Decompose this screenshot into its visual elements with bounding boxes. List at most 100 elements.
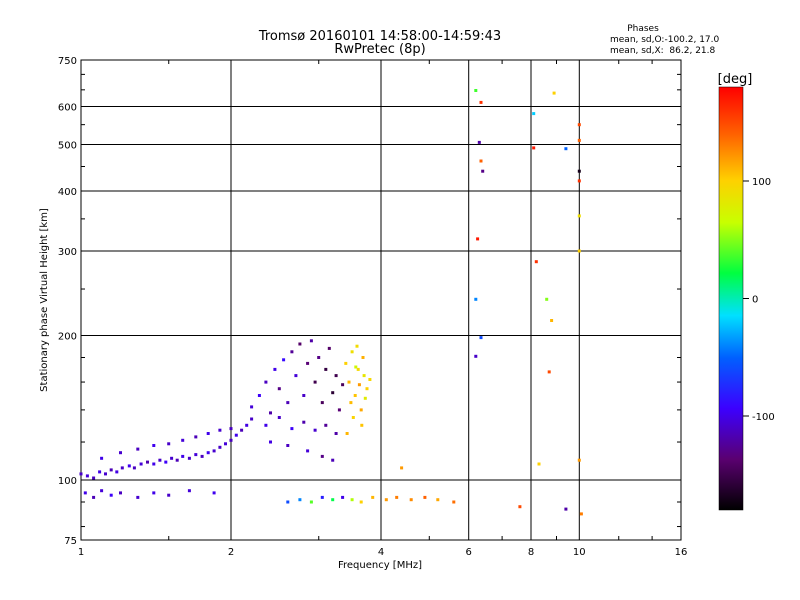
- data-point: [423, 495, 427, 499]
- data-point: [218, 445, 222, 449]
- data-point: [334, 374, 338, 378]
- data-point: [158, 458, 162, 462]
- data-point: [577, 169, 581, 173]
- y-tick-label: 500: [58, 141, 77, 152]
- data-point: [200, 454, 204, 458]
- colorbar-tick-label: -100: [752, 412, 775, 423]
- data-point: [577, 214, 581, 218]
- data-point: [269, 440, 272, 444]
- data-point: [384, 498, 388, 502]
- data-point: [356, 367, 360, 371]
- data-point: [229, 438, 233, 442]
- x-tick-label: 6: [466, 547, 472, 558]
- data-point: [474, 354, 478, 358]
- data-point: [577, 123, 581, 127]
- data-point: [146, 460, 149, 464]
- data-point: [345, 432, 349, 435]
- data-point: [361, 356, 365, 359]
- data-point: [360, 423, 364, 427]
- y-axis-label: Stationary phase Virtual Height [km]: [39, 208, 50, 392]
- y-tick-label: 400: [58, 187, 77, 198]
- y-tick-label: 75: [64, 536, 77, 547]
- data-point: [250, 417, 254, 421]
- data-point: [290, 427, 294, 431]
- data-point: [164, 460, 168, 464]
- data-point: [436, 498, 440, 502]
- data-point: [309, 339, 313, 343]
- data-point: [474, 297, 478, 301]
- data-point: [282, 358, 286, 362]
- data-point: [298, 498, 302, 502]
- data-point: [109, 493, 113, 497]
- data-point: [324, 423, 328, 427]
- data-point: [317, 356, 321, 359]
- data-point: [273, 367, 277, 371]
- data-point: [175, 458, 179, 462]
- y-tick-label: 200: [58, 332, 77, 343]
- data-point: [194, 453, 198, 457]
- x-tick-label: 16: [675, 547, 688, 558]
- data-point: [331, 458, 335, 462]
- data-point: [359, 408, 363, 412]
- data-point: [224, 442, 227, 446]
- data-point: [334, 432, 338, 435]
- data-point: [167, 442, 171, 446]
- data-point: [368, 378, 372, 381]
- data-point: [365, 387, 369, 391]
- x-tick-label: 8: [528, 547, 534, 558]
- data-point: [83, 491, 87, 495]
- data-point: [355, 344, 359, 348]
- data-point: [320, 401, 324, 405]
- data-point: [206, 432, 210, 435]
- data-point: [452, 500, 456, 504]
- data-point: [286, 401, 290, 405]
- data-point: [104, 472, 107, 476]
- data-point: [264, 423, 268, 427]
- phases-title: Phases: [627, 24, 659, 34]
- data-point: [92, 495, 96, 499]
- data-point: [577, 138, 581, 142]
- data-point: [547, 370, 551, 374]
- data-point: [331, 498, 335, 502]
- data-point: [127, 464, 131, 468]
- y-tick-label: 100: [58, 476, 77, 487]
- data-point: [577, 249, 581, 253]
- x-tick-label: 1: [78, 547, 84, 558]
- x-axis-label: Frequency [MHz]: [338, 560, 422, 571]
- data-point: [152, 462, 156, 466]
- data-point: [119, 451, 122, 455]
- data-point: [302, 420, 306, 424]
- data-point: [181, 454, 185, 458]
- data-point: [136, 495, 140, 499]
- data-point: [371, 495, 375, 499]
- data-point: [552, 91, 556, 95]
- data-point: [351, 416, 355, 419]
- y-tick-label: 600: [58, 103, 77, 114]
- data-point: [327, 346, 331, 350]
- data-point: [362, 374, 366, 378]
- data-point: [302, 394, 306, 397]
- data-point: [277, 387, 281, 391]
- data-point: [350, 350, 354, 354]
- data-point: [286, 444, 290, 447]
- data-point: [532, 112, 536, 116]
- data-point: [152, 444, 156, 447]
- data-point: [119, 491, 122, 495]
- data-point: [286, 500, 290, 504]
- data-point: [98, 470, 102, 474]
- data-point: [152, 491, 156, 495]
- data-point: [212, 449, 216, 453]
- data-point: [100, 489, 104, 493]
- data-point: [309, 500, 313, 504]
- data-points: [79, 89, 583, 516]
- data-point: [324, 367, 328, 371]
- data-point: [313, 428, 317, 432]
- grid-lines: [81, 60, 681, 540]
- data-point: [320, 495, 324, 499]
- data-point: [349, 401, 353, 405]
- data-point: [85, 474, 89, 478]
- data-point: [139, 462, 143, 466]
- data-point: [298, 342, 302, 346]
- data-point: [537, 462, 541, 466]
